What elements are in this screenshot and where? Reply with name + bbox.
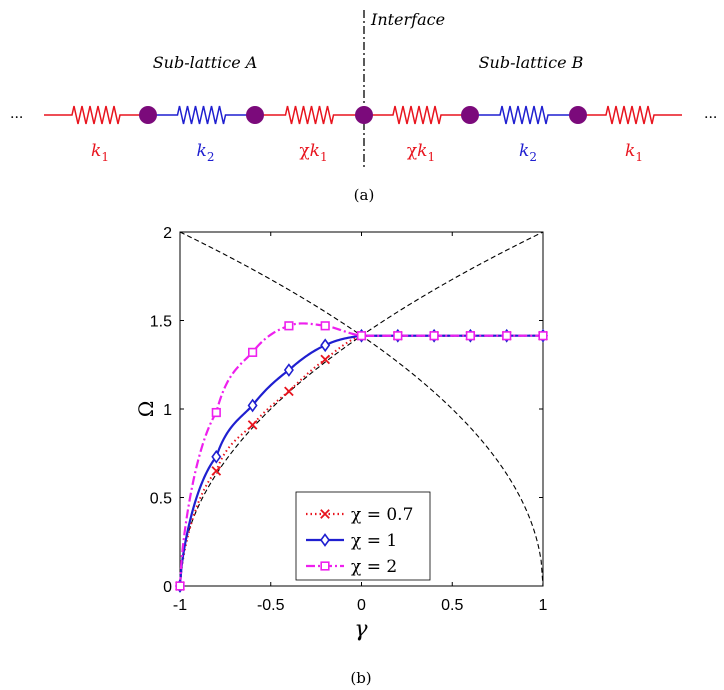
mass	[461, 106, 479, 124]
y-tick-label: 1.5	[150, 314, 172, 331]
mass	[355, 106, 373, 124]
dispersion-chart: -1 -0.5 0 0.5 100.511.52 γ Ω χ = 0.7χ = 1χ =…	[134, 225, 548, 687]
x-tick-label: 0.5	[441, 597, 463, 614]
spring-label: k2	[197, 141, 215, 164]
data-point	[247, 398, 258, 413]
legend-label: χ = 0.7	[351, 505, 413, 525]
data-point	[356, 331, 367, 341]
y-tick-label: 0	[163, 579, 172, 596]
x-tick-label: 0	[357, 597, 366, 614]
x-tick-label: -1	[173, 597, 187, 614]
legend-label: χ = 1	[351, 531, 397, 551]
data-point	[320, 561, 330, 571]
data-point	[283, 363, 294, 377]
caption-a: (a)	[354, 186, 375, 204]
data-point	[320, 321, 330, 331]
data-point	[429, 331, 439, 341]
spring	[364, 105, 470, 125]
sublattice-a-label: Sub-lattice A	[153, 53, 258, 72]
spring-label: χk1	[299, 141, 327, 164]
x-tick-label: -0.5	[257, 597, 285, 614]
data-point	[284, 386, 294, 397]
mass	[246, 106, 264, 124]
data-point	[502, 331, 512, 341]
interface-label: Interface	[370, 10, 445, 29]
spring	[255, 105, 364, 125]
spring-label: k2	[519, 141, 537, 164]
sublattice-b-label: Sub-lattice B	[479, 53, 584, 72]
ellipsis-right: ...	[704, 106, 717, 122]
x-axis-label: γ	[354, 617, 368, 642]
caption-b: (b)	[350, 669, 371, 687]
series-line	[178, 334, 544, 587]
spring	[44, 105, 148, 125]
spring-label: k1	[91, 141, 109, 164]
data-point	[538, 331, 548, 341]
data-point	[175, 581, 185, 591]
y-tick-label: 2	[163, 225, 172, 242]
data-point	[465, 331, 476, 341]
data-point	[393, 331, 403, 341]
legend-label: χ = 2	[351, 557, 397, 577]
data-point	[248, 347, 258, 357]
data-point	[320, 338, 331, 353]
data-point	[211, 466, 222, 476]
data-point	[320, 509, 330, 519]
data-point	[211, 449, 222, 464]
mass	[139, 106, 157, 124]
data-point	[247, 420, 258, 430]
data-point	[211, 407, 221, 418]
data-point	[284, 321, 294, 331]
spring	[470, 105, 578, 125]
y-axis-label: Ω	[134, 401, 158, 418]
mass	[569, 106, 587, 124]
ellipsis-left: ...	[10, 106, 23, 122]
y-tick-label: 1	[163, 402, 172, 419]
spring	[578, 105, 682, 125]
x-tick-label: 1	[539, 597, 548, 614]
lattice-diagram: Interface Sub-lattice A Sub-lattice B ..…	[10, 10, 717, 204]
spring-label: k1	[625, 141, 643, 164]
y-tick-label: 0.5	[150, 491, 172, 508]
spring	[148, 105, 255, 125]
data-point	[320, 354, 331, 365]
data-point	[320, 533, 330, 547]
spring-label: χk1	[407, 141, 435, 164]
legend: χ = 0.7 χ = 1 χ = 2	[295, 491, 431, 581]
series-line	[179, 334, 544, 587]
series-line	[178, 322, 544, 587]
